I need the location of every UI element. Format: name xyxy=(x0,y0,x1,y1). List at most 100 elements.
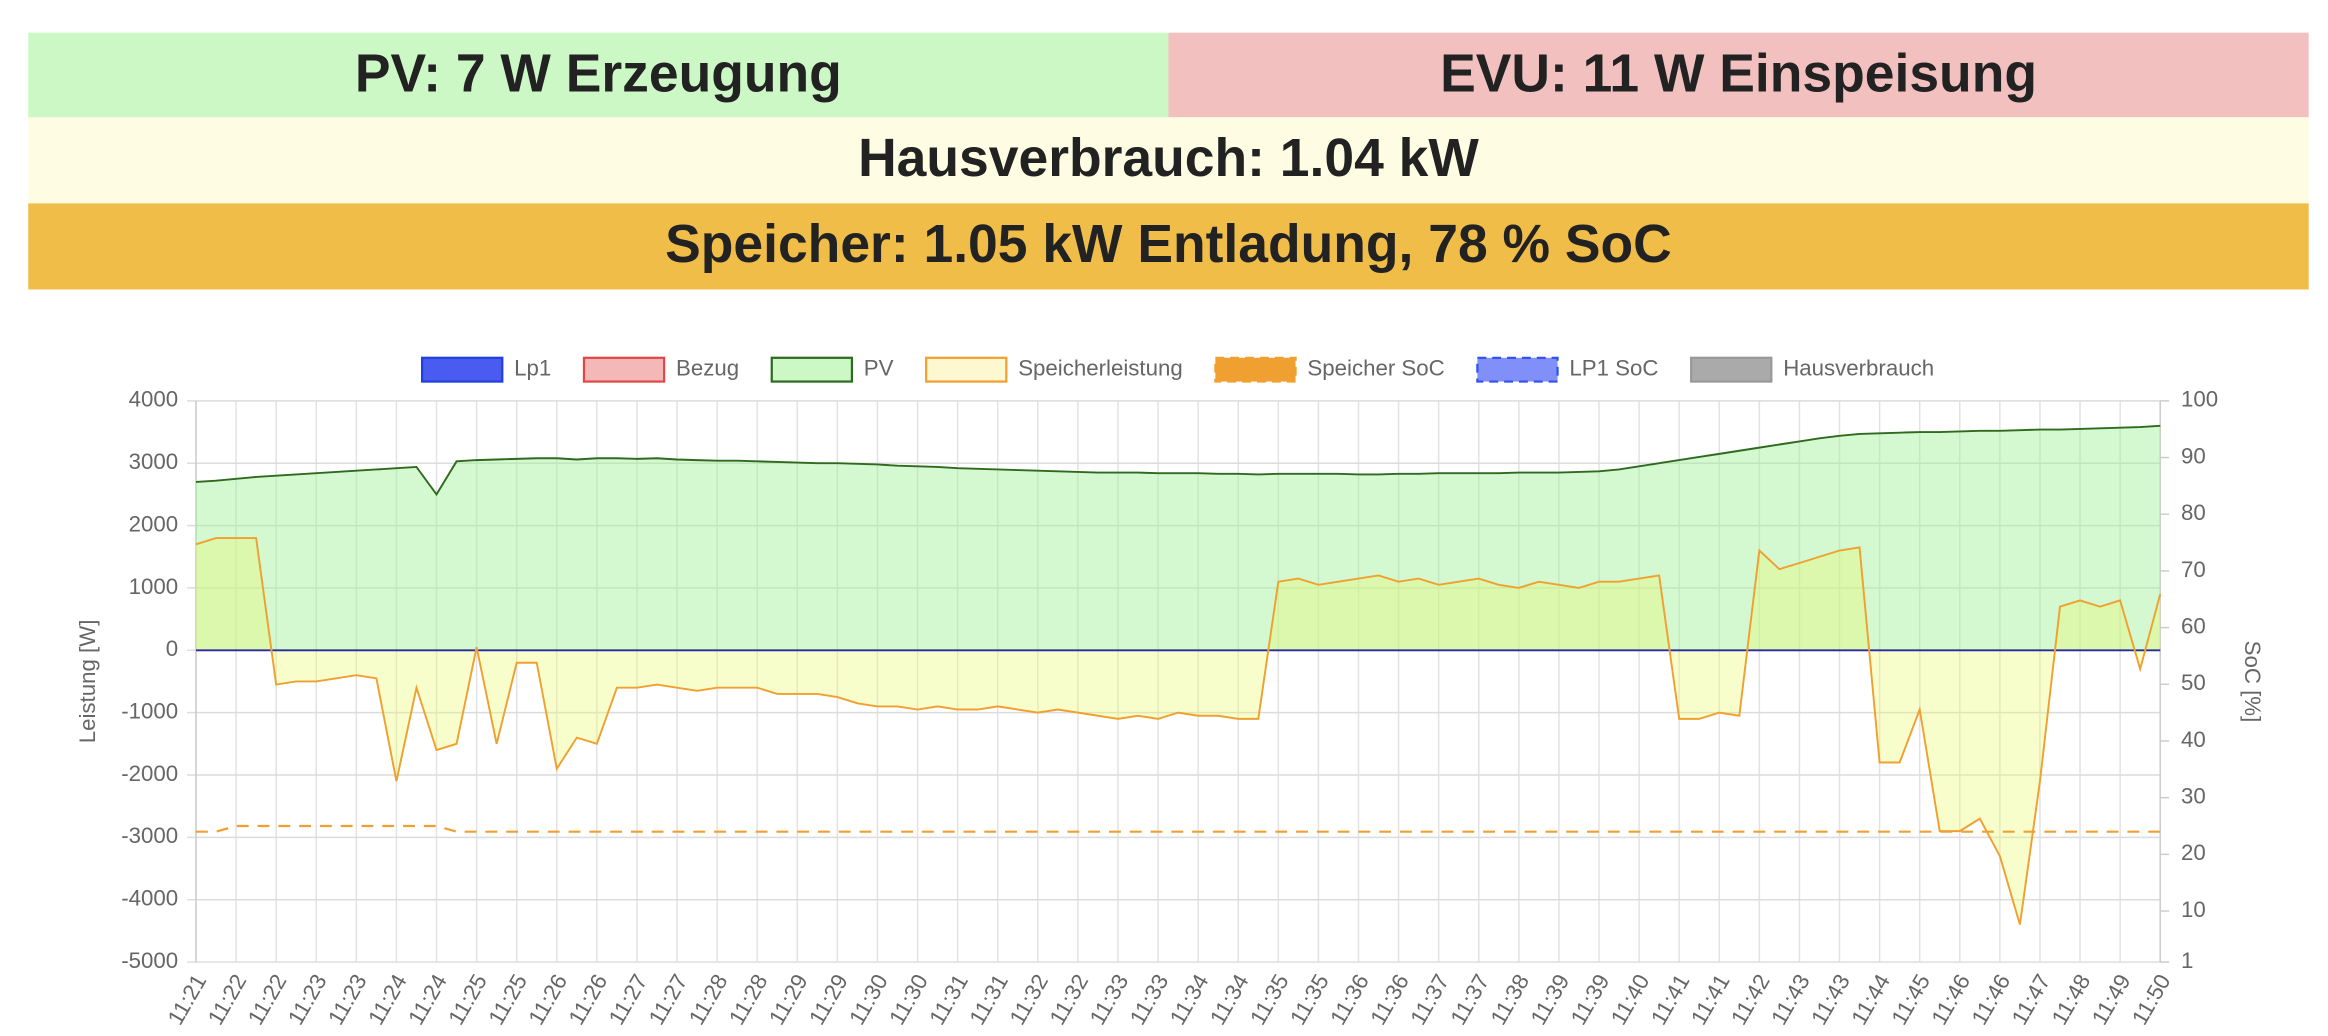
y-tick-label: -5000 xyxy=(121,948,178,973)
y2-tick-label: 80 xyxy=(2181,500,2206,525)
x-tick-label: 11:37 xyxy=(1405,970,1454,1029)
y2-tick-label: 20 xyxy=(2181,840,2206,865)
x-tick-label: 11:29 xyxy=(764,970,813,1029)
evu-status: EVU: 11 W Einspeisung xyxy=(1440,44,2037,103)
x-tick-label: 11:29 xyxy=(804,970,853,1029)
y-tick-label: 3000 xyxy=(129,449,179,474)
y2-tick-label: 40 xyxy=(2181,727,2206,752)
x-tick-label: 11:31 xyxy=(964,970,1013,1029)
legend-label: Lp1 xyxy=(514,356,551,381)
pv-status: PV: 7 W Erzeugung xyxy=(355,44,842,103)
house-status: Hausverbrauch: 1.04 kW xyxy=(858,129,1479,188)
x-tick-label: 11:41 xyxy=(1686,970,1735,1029)
x-tick-label: 11:42 xyxy=(1726,970,1775,1029)
legend-swatch xyxy=(770,356,854,383)
y2-tick-label: 90 xyxy=(2181,443,2206,468)
legend-label: Bezug xyxy=(676,356,739,381)
x-tick-label: 11:22 xyxy=(243,970,292,1029)
x-tick-label: 11:43 xyxy=(1766,970,1815,1029)
area xyxy=(195,538,2161,925)
y-tick-label: 2000 xyxy=(129,511,179,536)
x-tick-label: 11:39 xyxy=(1526,970,1575,1029)
x-tick-label: 11:45 xyxy=(1886,970,1935,1029)
storage-status: Speicher: 1.05 kW Entladung, 78 % SoC xyxy=(665,215,1672,274)
x-tick-label: 11:24 xyxy=(363,970,412,1029)
y-tick-label: -3000 xyxy=(121,823,178,848)
x-tick-label: 11:25 xyxy=(443,970,492,1029)
x-tick-label: 11:21 xyxy=(163,970,212,1029)
pv-panel xyxy=(28,32,1169,118)
legend-swatch xyxy=(1214,356,1297,383)
x-tick-label: 11:30 xyxy=(844,970,893,1029)
y2-tick-label: 50 xyxy=(2181,670,2206,695)
x-tick-label: 11:23 xyxy=(283,970,332,1029)
house-panel xyxy=(28,117,2309,204)
legend-label: LP1 SoC xyxy=(1569,356,1658,381)
x-tick-label: 11:36 xyxy=(1325,970,1374,1029)
y2-tick-label: 100 xyxy=(2181,387,2218,412)
y-tick-label: 0 xyxy=(166,636,178,661)
x-tick-label: 11:31 xyxy=(924,970,973,1029)
legend-label: Speicherleistung xyxy=(1018,356,1183,381)
legend-swatch xyxy=(1476,356,1559,383)
series-line xyxy=(195,537,2162,925)
x-tick-label: 11:38 xyxy=(1486,970,1535,1029)
y-axis-title: Leistung [W] xyxy=(75,620,100,744)
x-tick-label: 11:44 xyxy=(1846,970,1895,1029)
legend-swatch xyxy=(1690,356,1773,383)
y-tick-label: -1000 xyxy=(121,699,178,724)
y2-tick-label: 70 xyxy=(2181,557,2206,582)
x-tick-label: 11:32 xyxy=(1004,970,1053,1029)
series-line xyxy=(195,424,2161,497)
x-tick-label: 11:37 xyxy=(1445,970,1494,1029)
x-tick-label: 11:46 xyxy=(1926,970,1975,1029)
y2-tick-label: 1 xyxy=(2181,948,2193,973)
legend-swatch xyxy=(582,356,666,383)
y-tick-label: -2000 xyxy=(121,761,178,786)
x-tick-label: 11:27 xyxy=(604,970,653,1029)
x-tick-label: 11:32 xyxy=(1045,970,1094,1029)
legend-swatch xyxy=(925,356,1008,383)
x-tick-label: 11:35 xyxy=(1285,970,1334,1029)
x-tick-label: 11:33 xyxy=(1085,970,1134,1029)
storage-panel xyxy=(28,203,2309,290)
y-tick-label: -4000 xyxy=(121,886,178,911)
y-tick-label: 4000 xyxy=(129,387,179,412)
x-tick-label: 11:40 xyxy=(1606,970,1655,1029)
y-tick-label: 1000 xyxy=(129,574,179,599)
x-tick-label: 11:28 xyxy=(684,970,733,1029)
x-tick-label: 11:22 xyxy=(203,970,252,1029)
legend-label: Hausverbrauch xyxy=(1783,356,1934,381)
x-tick-label: 11:49 xyxy=(2087,970,2136,1029)
x-tick-label: 11:26 xyxy=(523,970,572,1029)
x-tick-label: 11:30 xyxy=(884,970,933,1029)
legend-label: Speicher SoC xyxy=(1307,356,1444,381)
x-tick-label: 11:35 xyxy=(1245,970,1294,1029)
x-tick-label: 11:23 xyxy=(323,970,372,1029)
x-tick-label: 11:46 xyxy=(1967,970,2016,1029)
x-tick-label: 11:28 xyxy=(724,970,773,1029)
x-tick-label: 11:47 xyxy=(2007,970,2056,1029)
area xyxy=(195,425,2161,651)
x-tick-label: 11:41 xyxy=(1646,970,1695,1029)
x-tick-label: 11:25 xyxy=(483,970,532,1029)
x-tick-label: 11:36 xyxy=(1365,970,1414,1029)
y2-tick-label: 30 xyxy=(2181,784,2206,809)
y2-tick-label: 10 xyxy=(2181,897,2206,922)
x-tick-label: 11:24 xyxy=(403,970,452,1029)
x-tick-label: 11:39 xyxy=(1566,970,1615,1029)
y2-axis-title: SoC [%] xyxy=(2240,641,2265,723)
x-tick-label: 11:48 xyxy=(2047,970,2096,1029)
x-tick-label: 11:43 xyxy=(1806,970,1855,1029)
y2-tick-label: 60 xyxy=(2181,613,2206,638)
x-tick-label: 11:33 xyxy=(1125,970,1174,1029)
legend-label: PV xyxy=(864,356,894,381)
x-tick-label: 11:34 xyxy=(1165,970,1214,1029)
x-tick-label: 11:27 xyxy=(644,970,693,1029)
x-tick-label: 11:26 xyxy=(564,970,613,1029)
x-tick-label: 11:50 xyxy=(2127,970,2176,1029)
legend-swatch xyxy=(421,356,504,383)
evu-panel xyxy=(1168,32,2309,118)
